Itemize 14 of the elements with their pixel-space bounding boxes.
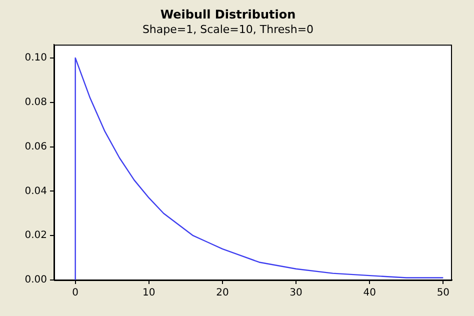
chart-subtitle: Shape=1, Scale=10, Thresh=0	[142, 22, 314, 36]
y-tick-label: 0.06	[24, 141, 47, 152]
x-tick-label: 30	[290, 288, 302, 299]
x-tick-label: 40	[363, 288, 376, 299]
x-tick-label: 10	[142, 288, 156, 299]
y-tick-label: 0.04	[24, 186, 47, 197]
y-tick-label: 0.08	[24, 96, 47, 108]
y-tick-label: 0.00	[24, 274, 47, 286]
y-tick-label: 0.02	[24, 230, 47, 242]
y-tick-label: 0.10	[24, 52, 47, 64]
x-tick-label: 50	[436, 288, 450, 299]
x-tick-label: 0	[72, 288, 79, 299]
chart-title: Weibull Distribution	[160, 7, 296, 22]
x-tick-label: 20	[216, 288, 229, 299]
